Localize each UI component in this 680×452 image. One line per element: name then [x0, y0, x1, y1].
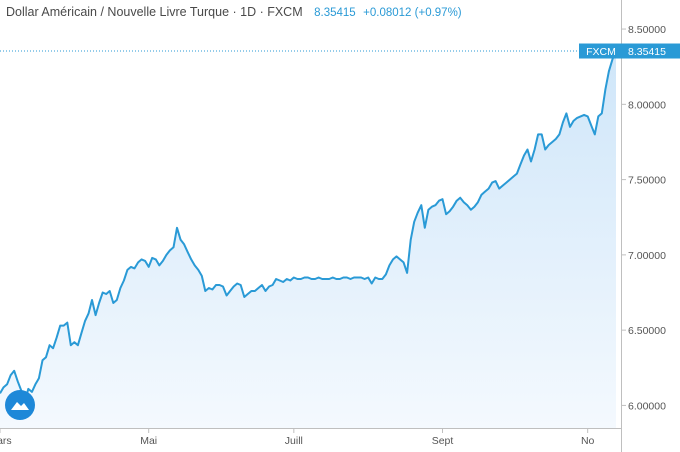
logo-glyph-icon — [11, 402, 29, 410]
header-price: 8.35415 — [314, 7, 356, 19]
x-tick-label: Sept — [432, 435, 454, 447]
y-tick-label: 7.50000 — [628, 175, 666, 187]
price-tag-value: 8.35415 — [628, 46, 666, 58]
header-change: +0.08012 (+0.97%) — [363, 7, 462, 19]
y-tick-label: 8.00000 — [628, 99, 666, 111]
x-tick-label: No — [581, 435, 595, 447]
x-tick-label: Mars — [0, 435, 12, 447]
symbol-title: Dollar Américain / Nouvelle Livre Turque… — [6, 5, 303, 19]
y-tick-label: 6.50000 — [628, 325, 666, 337]
area-fill — [0, 51, 616, 428]
tradingview-logo-icon[interactable] — [5, 390, 35, 420]
chart-header: Dollar Américain / Nouvelle Livre Turque… — [6, 5, 462, 19]
y-tick-label: 6.00000 — [628, 400, 666, 412]
price-line — [0, 50, 617, 404]
y-tick-label: 7.00000 — [628, 250, 666, 262]
price-tag-value-bg — [623, 43, 680, 59]
x-tick-label: Mai — [140, 435, 157, 447]
x-tick-label: Juill — [285, 435, 303, 447]
price-tag-label: FXCM — [586, 46, 616, 58]
price-tag: FXCM 8.35415 — [579, 43, 680, 59]
price-tag-label-bg — [579, 43, 623, 59]
y-tick-label: 8.50000 — [628, 24, 666, 36]
